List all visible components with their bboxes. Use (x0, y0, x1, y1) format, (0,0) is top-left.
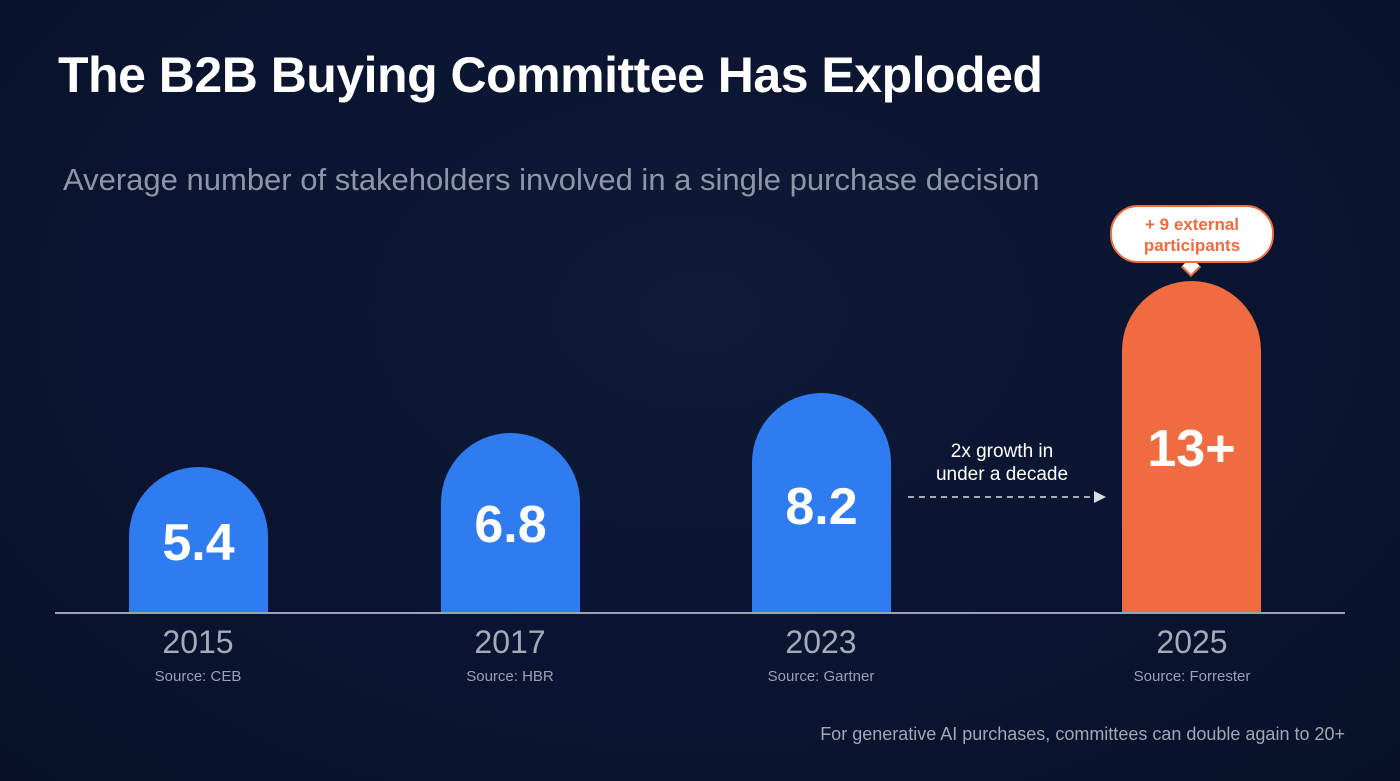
source-label-2017: Source: HBR (466, 668, 554, 685)
slide-subtitle: Average number of stakeholders involved … (63, 162, 1040, 197)
year-label-2025: 2025 (1156, 624, 1228, 660)
slide-title: The B2B Buying Committee Has Exploded (58, 47, 1043, 103)
source-label-2023: Source: Gartner (767, 668, 875, 685)
dashed-arrow-icon (908, 491, 1106, 503)
bar-2015: 5.4 (129, 467, 268, 613)
bar-value-2015: 5.4 (162, 514, 235, 572)
bar-2017: 6.8 (441, 433, 580, 613)
bar-2023: 8.2 (752, 393, 891, 613)
x-axis-baseline (55, 612, 1345, 614)
year-label-2015: 2015 (162, 624, 234, 660)
growth-annotation-line1: 2x growth in (950, 441, 1054, 462)
external-participants-callout: + 9 external participants (1110, 205, 1274, 263)
callout-line2: participants (1143, 236, 1241, 255)
growth-annotation: 2x growth in under a decade (912, 440, 1092, 486)
bar-value-2017: 6.8 (474, 496, 547, 554)
bar-value-2025: 13+ (1147, 420, 1236, 478)
source-label-2015: Source: CEB (154, 668, 242, 685)
source-label-2025: Source: Forrester (1133, 668, 1251, 685)
bar-value-2023: 8.2 (785, 478, 858, 536)
bar-2025: 13+ (1122, 281, 1261, 613)
year-label-2023: 2023 (785, 624, 857, 660)
year-label-2017: 2017 (474, 624, 546, 660)
growth-annotation-line2: under a decade (935, 464, 1069, 485)
callout-line1: + 9 external (1144, 215, 1240, 234)
footnote: For generative AI purchases, committees … (820, 724, 1345, 744)
